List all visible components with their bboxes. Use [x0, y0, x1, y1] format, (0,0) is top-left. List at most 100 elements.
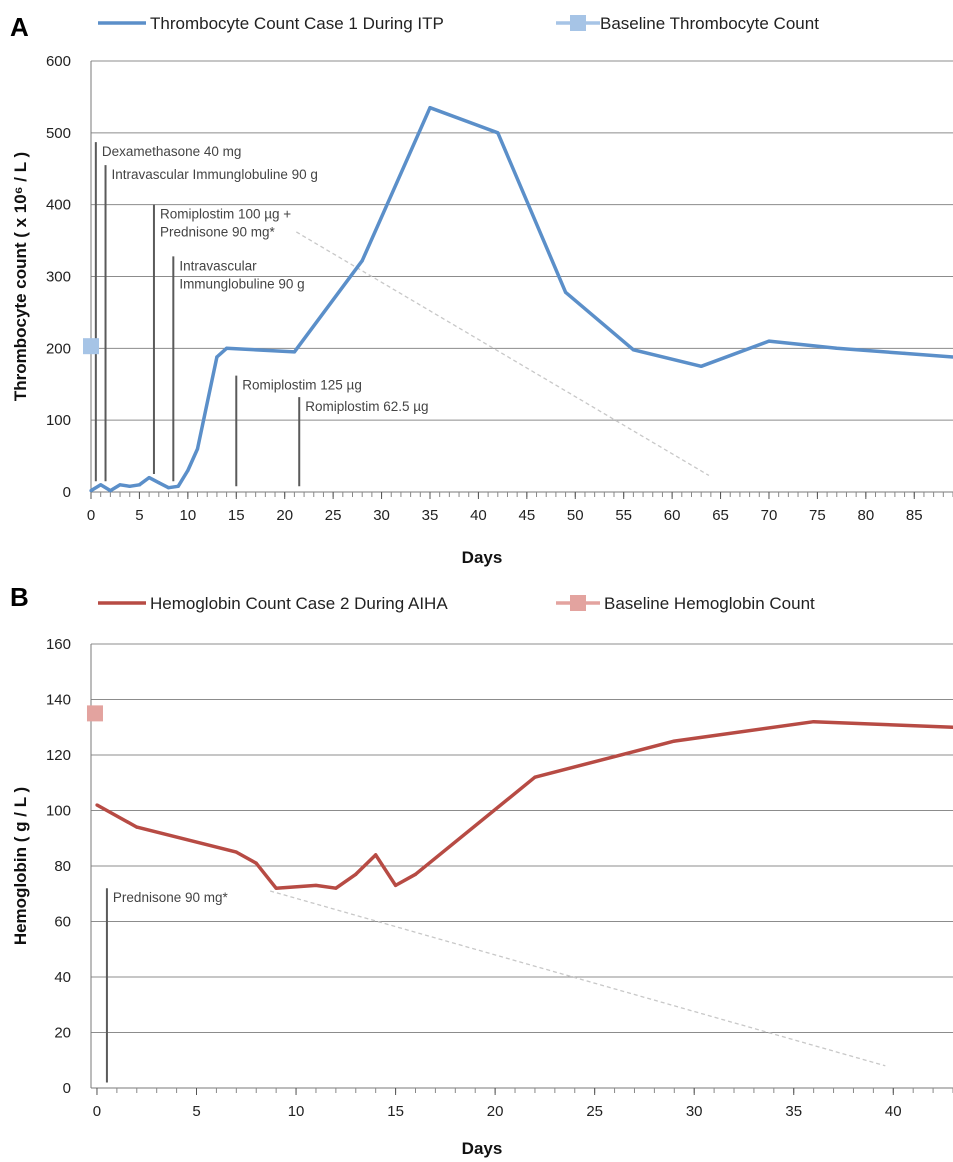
data-point [902, 351, 907, 355]
data-point [186, 468, 190, 473]
legend-label-baseline: Baseline Thrombocyte Count [600, 14, 819, 33]
data-point [533, 775, 537, 779]
data-point [393, 883, 398, 888]
x-tick-label: 0 [87, 507, 95, 524]
x-tick-label: 30 [373, 507, 390, 524]
x-tick-label: 5 [135, 507, 143, 524]
panel-b-hemoglobin-chart: B 0 20 40 60 80 100 120 140 160 0 5 10 15 20 25 30 35 40 Da… [10, 582, 953, 1158]
legend-swatch-baseline-marker [570, 15, 586, 31]
legend-label-series: Thrombocyte Count Case 1 During ITP [150, 14, 444, 33]
y-tick-label: 200 [46, 340, 71, 357]
x-tick-label: 75 [809, 507, 826, 524]
treatment-label: Intravascular [179, 258, 257, 273]
panel-letter: A [10, 12, 29, 42]
data-point [360, 259, 364, 263]
x-tick-label: 20 [487, 1103, 504, 1120]
data-point [812, 720, 816, 724]
y-tick-label: 100 [46, 803, 71, 820]
panel-a-thrombocyte-chart: A 0 100 200 300 400 500 600 0 5 10 15 20 25 30 35 40 45 50… [10, 12, 953, 567]
y-axis-title: Thrombocyte count ( x 10⁶ / L ) [11, 152, 30, 401]
data-point [314, 883, 318, 888]
data-point [128, 484, 132, 488]
legend-swatch-baseline-marker [570, 595, 586, 611]
y-tick-label: 20 [54, 1025, 71, 1042]
x-tick-label: 10 [288, 1103, 305, 1120]
y-tick-label: 500 [46, 125, 71, 142]
x-tick-label: 25 [325, 507, 342, 524]
data-point [108, 488, 112, 493]
x-tick-label: 70 [761, 507, 778, 524]
treatment-label: Dexamethasone 40 mg [102, 144, 242, 159]
x-tick-label: 35 [422, 507, 439, 524]
data-point [118, 483, 122, 487]
annotation-pointer-line [295, 231, 710, 477]
legend-label-series: Hemoglobin Count Case 2 During AIHA [150, 594, 448, 613]
data-point [699, 364, 703, 368]
data-point [234, 850, 238, 854]
data-series-line [90, 105, 953, 493]
y-axis-title: Hemoglobin ( g / L ) [11, 787, 30, 945]
treatment-label: Intravascular Immunglobuline 90 g [112, 167, 318, 182]
x-tick-label: 50 [567, 507, 584, 524]
x-axis-title: Days [462, 548, 503, 567]
y-tick-label: 0 [63, 1080, 71, 1097]
baseline-marker [86, 705, 103, 722]
data-point [99, 483, 103, 487]
treatment-label: Romiplostim 62.5 µg [305, 399, 428, 414]
data-point [292, 350, 296, 354]
data-point [334, 886, 338, 890]
x-tick-label: 40 [885, 1103, 902, 1120]
x-tick-label: 10 [180, 507, 197, 524]
x-tick-label: 45 [518, 507, 535, 524]
data-point [672, 739, 676, 743]
data-point [195, 447, 200, 451]
data-point [254, 861, 258, 865]
data-point [354, 872, 358, 876]
y-tick-label: 60 [54, 914, 71, 931]
y-tick-label: 120 [46, 747, 71, 764]
data-point [563, 290, 568, 294]
y-tick-label: 160 [46, 636, 71, 653]
x-tick-label: 30 [686, 1103, 703, 1120]
data-point [166, 486, 171, 490]
data-point [835, 346, 839, 350]
baseline-marker [83, 338, 99, 355]
data-point [135, 825, 139, 829]
y-tick-label: 400 [46, 197, 71, 214]
y-tick-label: 40 [54, 969, 71, 986]
treatment-label: Prednisone 90 mg* [113, 890, 229, 905]
data-point [496, 131, 500, 135]
data-point [428, 106, 432, 110]
data-point [176, 484, 180, 488]
x-tick-label: 65 [712, 507, 729, 524]
data-point [374, 853, 378, 857]
y-tick-label: 0 [63, 484, 71, 501]
x-tick-label: 85 [906, 507, 923, 524]
legend-label-baseline: Baseline Hemoglobin Count [604, 594, 815, 613]
data-point [631, 348, 635, 352]
x-axis-title: Days [462, 1139, 503, 1158]
panel-letter: B [10, 582, 29, 612]
data-point [89, 488, 93, 493]
data-point [767, 339, 771, 343]
x-tick-label: 55 [615, 507, 632, 524]
treatment-label: Prednisone 90 mg* [160, 225, 276, 240]
x-tick-label: 20 [276, 507, 293, 524]
x-tick-label: 60 [664, 507, 681, 524]
x-tick-label: 0 [93, 1103, 101, 1120]
data-point [224, 346, 229, 350]
annotation-pointer-line [269, 890, 886, 1067]
x-tick-label: 5 [192, 1103, 200, 1120]
x-tick-label: 15 [228, 507, 245, 524]
data-point [95, 803, 99, 807]
data-point [413, 872, 418, 876]
y-tick-label: 100 [46, 412, 71, 429]
data-point [157, 481, 161, 485]
y-tick-label: 600 [46, 53, 71, 70]
treatment-label: Romiplostim 125 µg [242, 378, 362, 393]
x-tick-label: 25 [586, 1103, 603, 1120]
x-tick-label: 40 [470, 507, 487, 524]
data-series-line [96, 719, 953, 890]
y-tick-label: 140 [46, 692, 71, 709]
